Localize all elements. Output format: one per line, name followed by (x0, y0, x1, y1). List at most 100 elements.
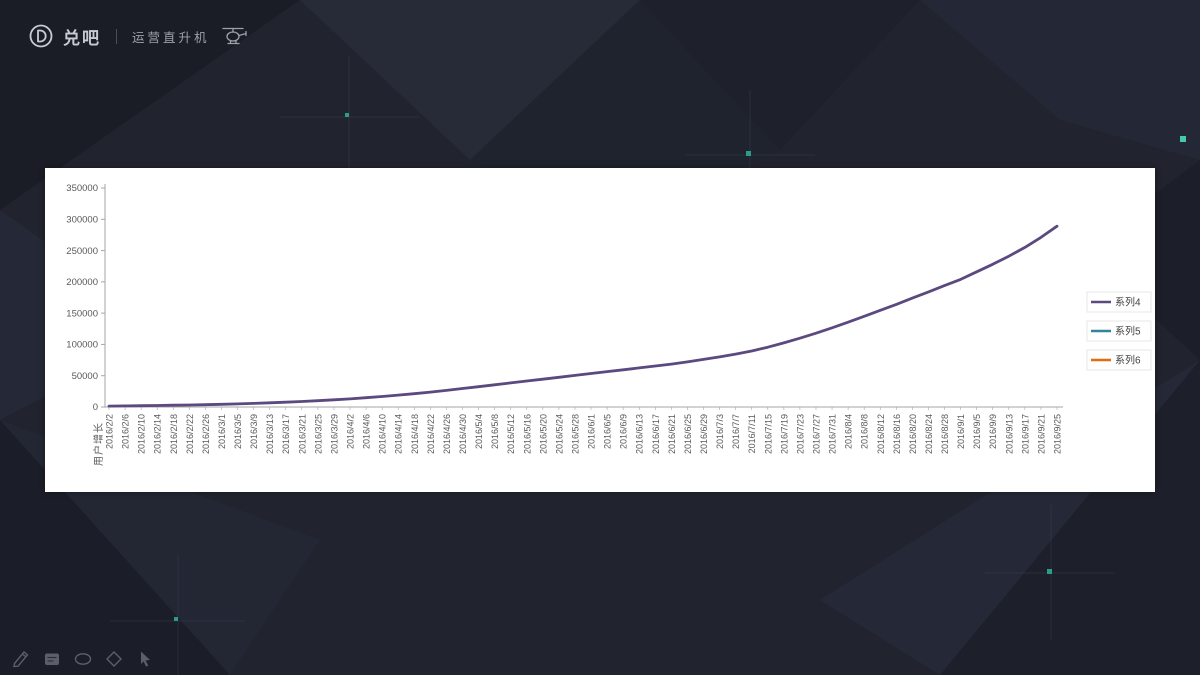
chart-legend: 系列4 系列5 系列6 (1086, 291, 1152, 371)
x-tick-label: 2016/8/16 (892, 414, 902, 454)
x-tick-label: 2016/6/25 (683, 414, 693, 454)
x-tick-label: 2016/8/4 (844, 414, 854, 449)
x-axis-labels: 2016/2/2 2016/2/6 2016/2/10 2016/2/14 2016/2… (105, 407, 1063, 454)
x-tick-label: 2016/4/18 (410, 414, 420, 454)
x-tick-label: 2016/7/23 (795, 414, 805, 454)
x-tick-label: 2016/4/6 (362, 414, 372, 449)
y-tick-label: 200000 (66, 277, 98, 288)
cursor-icon (141, 651, 150, 667)
x-tick-label: 2016/8/24 (924, 414, 934, 454)
y-tick-label: 300000 (66, 214, 98, 225)
series-line-系列4 (107, 224, 1059, 408)
x-tick-label: 2016/4/2 (346, 414, 356, 449)
axes (104, 184, 1063, 408)
y-tick-label: 50000 (72, 371, 98, 382)
x-tick-label: 2016/3/5 (233, 414, 243, 449)
x-tick-label: 2016/2/26 (201, 414, 211, 454)
y-tick-label: 250000 (66, 246, 98, 257)
x-tick-label: 2016/6/1 (587, 414, 597, 449)
legend-label: 系列6 (1115, 354, 1141, 367)
x-tick-label: 2016/7/11 (747, 414, 757, 453)
eraser-tool-button[interactable] (41, 648, 63, 670)
pencil-tool-button[interactable] (10, 648, 32, 670)
y-tick-label: 150000 (66, 308, 98, 319)
duiba-d-logo-icon (28, 23, 54, 49)
x-tick-label: 2016/2/6 (121, 414, 131, 449)
x-tick-label: 2016/3/25 (313, 414, 323, 454)
x-tick-label: 2016/8/28 (940, 414, 950, 454)
x-tick-label: 2016/5/20 (538, 414, 548, 454)
x-tick-label: 2016/5/24 (554, 414, 564, 454)
x-tick-label: 2016/4/30 (458, 414, 468, 454)
line-chart: 0 50000 100000 150000 200000 250000 300000 3500… (66, 183, 1152, 466)
x-tick-label: 2016/5/4 (474, 414, 484, 449)
x-tick-label: 2016/2/14 (153, 414, 163, 454)
x-tick-label: 2016/6/5 (603, 414, 613, 449)
y-tick-label: 350000 (66, 183, 98, 194)
chart-card: 0 50000 100000 150000 200000 250000 300000 3500… (45, 168, 1155, 492)
x-tick-label: 2016/4/10 (378, 414, 388, 454)
x-tick-label: 2016/6/29 (699, 414, 709, 454)
product-name: 运营直升机 (132, 30, 210, 45)
x-tick-label: 2016/5/8 (490, 414, 500, 449)
x-tick-label: 2016/7/31 (828, 414, 838, 454)
x-tick-label: 2016/6/9 (619, 414, 629, 449)
x-tick-label: 2016/9/5 (972, 414, 982, 449)
x-tick-label: 2016/8/12 (876, 414, 886, 454)
y-axis-labels: 0 50000 100000 150000 200000 250000 300000 3500… (66, 183, 105, 413)
y-tick-label: 100000 (66, 340, 98, 351)
x-tick-label: 2016/2/10 (137, 414, 147, 454)
x-tick-label: 2016/2/22 (185, 414, 195, 454)
x-tick-label: 2016/5/16 (522, 414, 532, 454)
x-tick-label: 2016/2/2 (105, 414, 115, 449)
legend-item-box (1086, 291, 1152, 313)
x-tick-label: 2016/3/17 (281, 414, 291, 454)
legend-label: 系列5 (1115, 325, 1141, 338)
x-tick-label: 2016/8/20 (908, 414, 918, 454)
x-tick-label: 2016/3/13 (265, 414, 275, 454)
x-tick-label: 2016/9/21 (1036, 414, 1046, 454)
x-tick-label: 2016/9/1 (956, 414, 966, 449)
header-divider (116, 28, 117, 44)
legend-label: 系列4 (1115, 296, 1141, 309)
x-tick-label: 2016/7/19 (779, 414, 789, 454)
x-tick-label: 2016/9/17 (1020, 414, 1030, 454)
eraser-icon (45, 653, 59, 665)
ellipse-icon (74, 653, 92, 665)
helicopter-icon (219, 25, 249, 47)
x-tick-label: 2016/9/9 (988, 414, 998, 449)
x-tick-label: 2016/6/21 (667, 414, 677, 454)
diamond-tool-button[interactable] (103, 648, 125, 670)
x-tick-label: 2016/7/7 (731, 414, 741, 449)
cursor-tool-button[interactable] (134, 648, 156, 670)
header: 兑吧 运营直升机 (28, 20, 249, 52)
x-tick-label: 2016/3/1 (217, 414, 227, 449)
ellipse-tool-button[interactable] (72, 648, 94, 670)
y-tick-label: 0 (93, 402, 98, 413)
x-tick-label: 2016/8/8 (860, 414, 870, 449)
x-tick-label: 2016/7/15 (763, 414, 773, 454)
diamond-icon (106, 651, 122, 667)
x-tick-label: 2016/4/26 (442, 414, 452, 454)
brand-name: 兑吧 (63, 28, 101, 48)
legend-item-box (1086, 320, 1152, 342)
x-tick-label: 2016/5/28 (570, 414, 580, 454)
x-tick-label: 2016/7/3 (715, 414, 725, 449)
x-tick-label: 2016/4/22 (426, 414, 436, 454)
x-tick-label: 2016/6/17 (651, 414, 661, 454)
x-tick-label: 2016/4/14 (394, 414, 404, 454)
x-tick-label: 2016/9/25 (1053, 414, 1063, 454)
legend-item-box (1086, 349, 1152, 371)
x-tick-label: 2016/5/12 (506, 414, 516, 454)
x-tick-label: 2016/3/21 (297, 414, 307, 454)
background-accent-dots (174, 113, 1186, 621)
x-tick-label: 2016/6/13 (635, 414, 645, 454)
x-tick-label: 2016/9/13 (1004, 414, 1014, 454)
series-lines (107, 224, 1059, 408)
x-tick-label: 2016/3/9 (249, 414, 259, 449)
annotation-toolbar (10, 648, 156, 670)
y-axis-title: 用户增长 (92, 422, 105, 466)
pencil-icon (13, 651, 29, 668)
x-tick-label: 2016/7/27 (811, 414, 821, 454)
